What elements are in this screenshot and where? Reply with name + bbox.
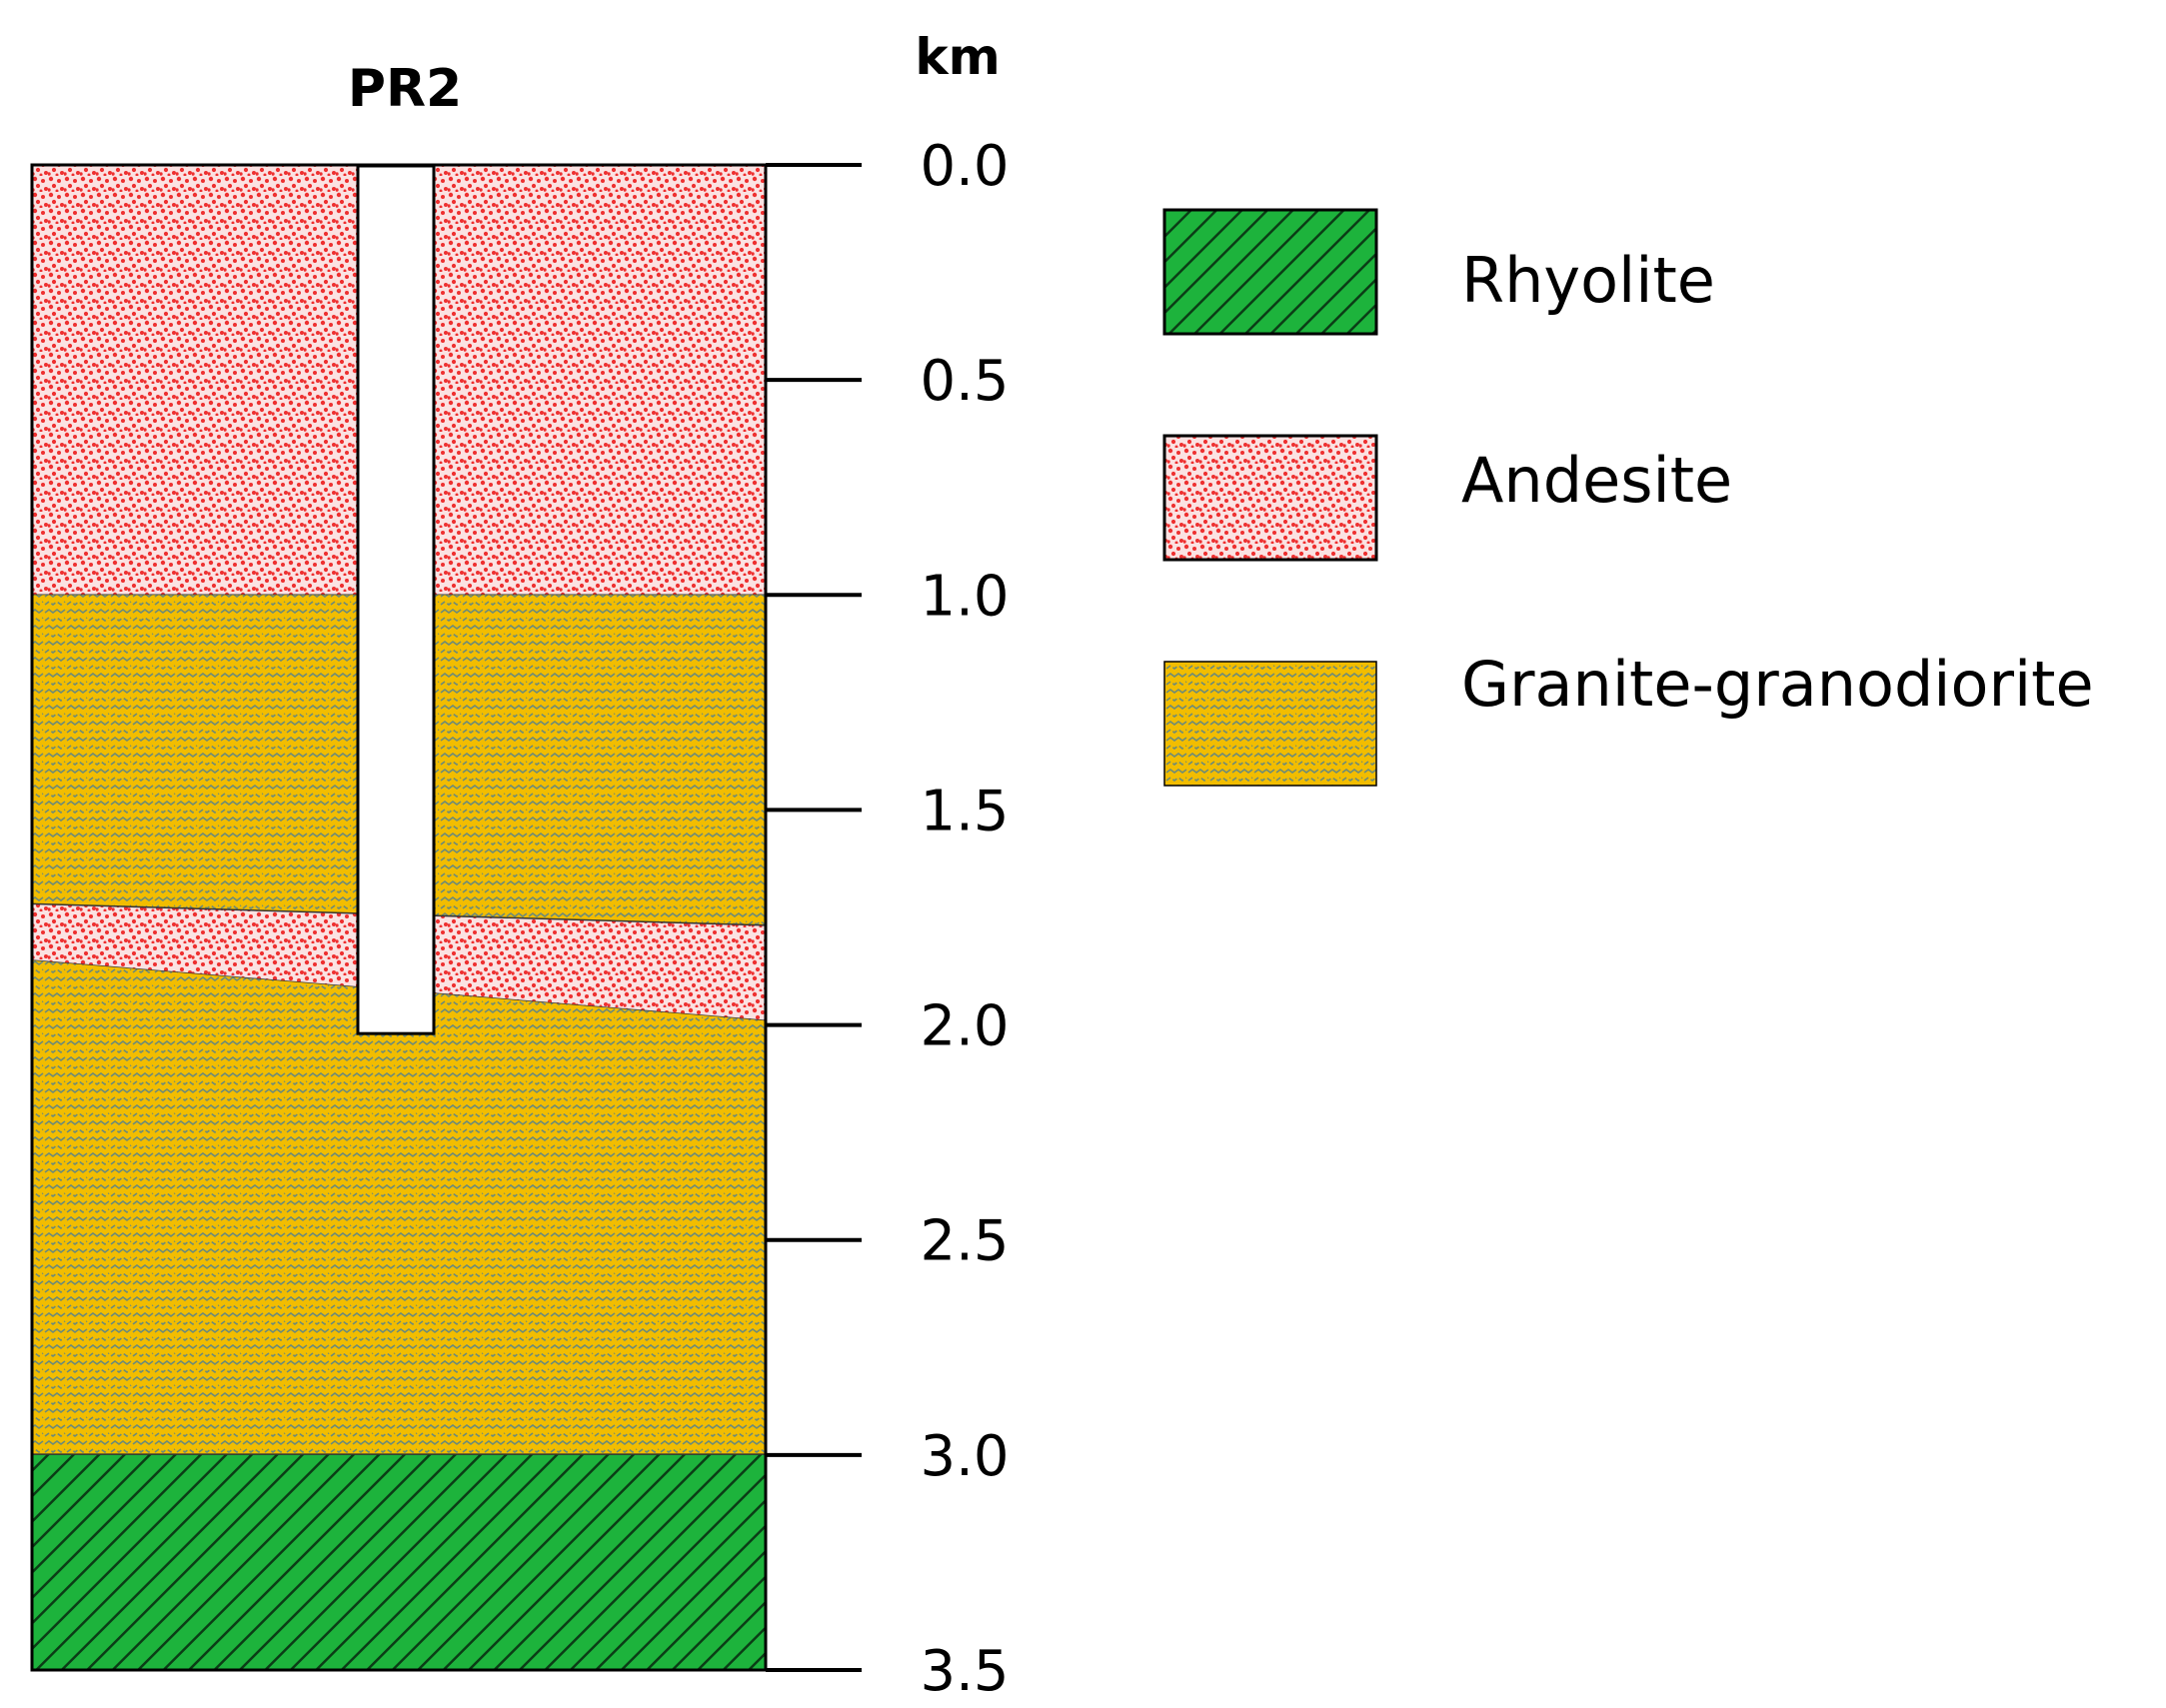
- depth-tick-label: 0.5: [920, 349, 1009, 414]
- andesite-swatch: [1162, 434, 1378, 562]
- granite-granodiorite-swatch: [1163, 661, 1377, 787]
- legend-label-andesite: Andesite: [1461, 444, 1732, 517]
- borehole: [356, 164, 436, 1035]
- rhyolite-swatch: [1162, 208, 1378, 336]
- layer-rhyolite: [32, 1454, 766, 1670]
- depth-tick-label: 2.0: [920, 994, 1009, 1059]
- depth-tick-label: 3.5: [920, 1639, 1009, 1704]
- legend-item-rhyolite: Rhyolite: [1162, 208, 1715, 336]
- depth-tick-label: 1.5: [920, 779, 1009, 844]
- well-title: PR2: [348, 59, 462, 119]
- depth-tick-label: 0.0: [920, 134, 1009, 199]
- legend-label-rhyolite: Rhyolite: [1461, 244, 1715, 317]
- depth-unit-label: km: [915, 28, 1000, 86]
- legend-label-granite-granodiorite: Granite-granodiorite: [1461, 648, 2094, 721]
- depth-tick-label: 1.0: [920, 564, 1009, 629]
- legend-item-andesite: Andesite: [1162, 434, 1732, 562]
- legend: Rhyolite Andesite Granite-granodiorite: [1162, 208, 2094, 787]
- depth-tick-label: 3.0: [920, 1424, 1009, 1489]
- legend-item-granite-granodiorite: Granite-granodiorite: [1163, 648, 2094, 787]
- depth-tick-label: 2.5: [920, 1209, 1009, 1274]
- layer-granite-lower: [32, 960, 766, 1455]
- depth-axis: 0.0 0.5 1.0 1.5 2.0 2.5 3.0 3.5: [766, 134, 1010, 1704]
